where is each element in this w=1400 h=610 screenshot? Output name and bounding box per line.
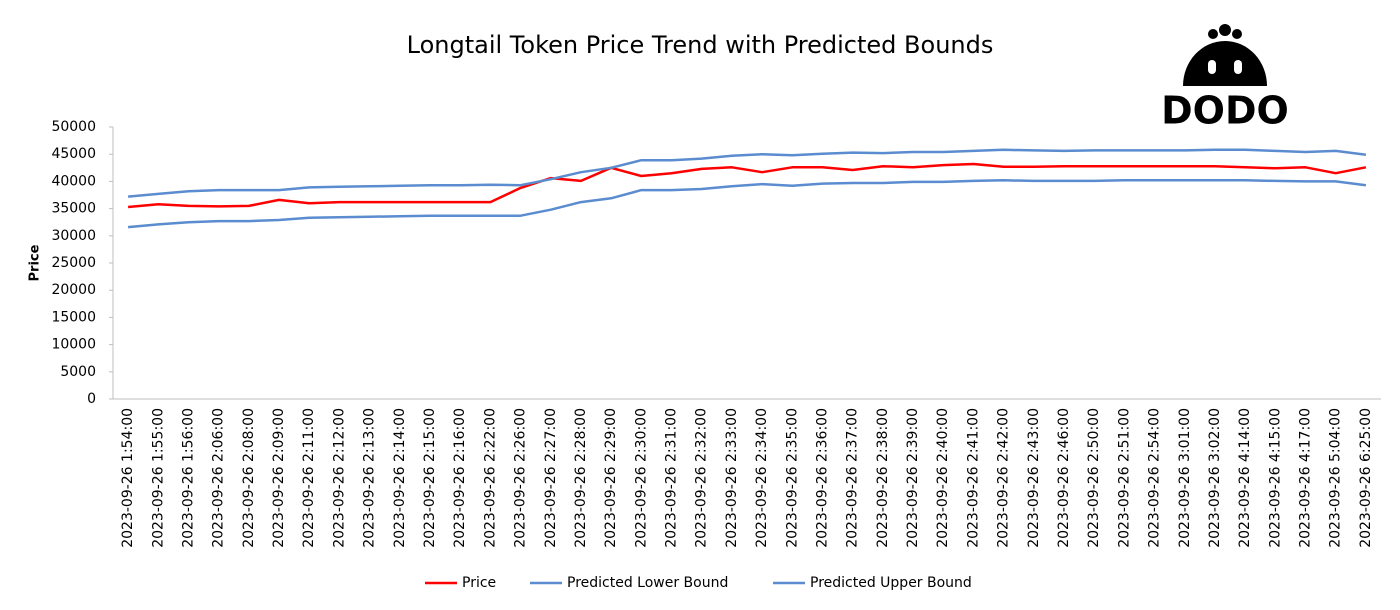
series-line <box>127 148 1367 198</box>
y-axis-label: Price <box>28 244 43 281</box>
series-line <box>127 179 1367 229</box>
y-tick-label: 50000 <box>51 119 96 135</box>
x-tick-label: 2023-09-26 2:14:00 <box>392 408 408 548</box>
legend-label: Predicted Lower Bound <box>567 575 728 591</box>
y-tick-label: 20000 <box>51 282 96 298</box>
y-tick-label: 5000 <box>60 364 96 380</box>
x-tick-label: 2023-09-26 2:27:00 <box>543 408 559 548</box>
x-tick-label: 2023-09-26 2:32:00 <box>694 408 710 548</box>
x-tick-label: 2023-09-26 2:41:00 <box>965 408 981 548</box>
x-tick-label: 2023-09-26 2:43:00 <box>1026 408 1042 548</box>
logo: DODO <box>1161 24 1289 133</box>
x-tick-label: 2023-09-26 3:01:00 <box>1177 408 1193 548</box>
x-tick-label: 2023-09-26 2:54:00 <box>1147 408 1163 548</box>
x-tick-label: 2023-09-26 2:36:00 <box>814 408 830 548</box>
x-tick-label: 2023-09-26 5:04:00 <box>1328 408 1344 548</box>
x-tick-label: 2023-09-26 2:38:00 <box>875 408 891 548</box>
legend-label: Predicted Upper Bound <box>810 575 972 591</box>
x-tick-label: 2023-09-26 2:13:00 <box>362 408 378 548</box>
x-tick-label: 2023-09-26 2:31:00 <box>664 408 680 548</box>
x-tick-label: 2023-09-26 2:50:00 <box>1086 408 1102 548</box>
x-tick-label: 2023-09-26 2:22:00 <box>482 408 498 548</box>
x-tick-label: 2023-09-26 2:29:00 <box>603 408 619 548</box>
x-tick-label: 2023-09-26 2:16:00 <box>452 408 468 548</box>
x-tick-label: 2023-09-26 2:37:00 <box>845 408 861 548</box>
series-line <box>127 162 1367 209</box>
y-tick-label: 15000 <box>51 309 96 325</box>
x-tick-label: 2023-09-26 1:56:00 <box>180 408 196 548</box>
logo-eye <box>1208 60 1216 74</box>
x-tick-label: 2023-09-26 1:55:00 <box>150 408 166 548</box>
legend-label: Price <box>462 575 496 591</box>
logo-icon <box>1183 41 1267 86</box>
chart-title: Longtail Token Price Trend with Predicte… <box>407 31 994 59</box>
x-tick-label: 2023-09-26 2:34:00 <box>754 408 770 548</box>
x-tick-label: 2023-09-26 2:40:00 <box>935 408 951 548</box>
logo-crest <box>1232 29 1242 39</box>
x-tick-label: 2023-09-26 2:08:00 <box>241 408 257 548</box>
y-tick-label: 30000 <box>51 228 96 244</box>
x-tick-label: 2023-09-26 2:09:00 <box>271 408 287 548</box>
x-tick-label: 2023-09-26 4:17:00 <box>1298 408 1314 548</box>
x-tick-label: 2023-09-26 2:30:00 <box>633 408 649 548</box>
logo-eye <box>1234 60 1242 74</box>
logo-crest <box>1219 24 1231 36</box>
x-tick-label: 2023-09-26 3:02:00 <box>1207 408 1223 548</box>
x-tick-label: 2023-09-26 2:15:00 <box>422 408 438 548</box>
logo-text: DODO <box>1161 89 1289 133</box>
y-tick-label: 25000 <box>51 255 96 271</box>
x-tick-label: 2023-09-26 4:15:00 <box>1267 408 1283 548</box>
x-tick-label: 2023-09-26 6:25:00 <box>1358 408 1374 548</box>
x-tick-label: 2023-09-26 2:51:00 <box>1116 408 1132 548</box>
x-tick-label: 2023-09-26 2:12:00 <box>331 408 347 548</box>
y-tick-label: 45000 <box>51 146 96 162</box>
x-tick-label: 2023-09-26 2:35:00 <box>784 408 800 548</box>
x-tick-label: 2023-09-26 2:06:00 <box>211 408 227 548</box>
x-tick-label: 2023-09-26 2:28:00 <box>573 408 589 548</box>
x-tick-label: 2023-09-26 2:46:00 <box>1056 408 1072 548</box>
x-tick-label: 2023-09-26 1:54:00 <box>120 408 136 548</box>
x-tick-label: 2023-09-26 2:39:00 <box>905 408 921 548</box>
y-tick-label: 10000 <box>51 337 96 353</box>
x-tick-label: 2023-09-26 2:33:00 <box>724 408 740 548</box>
logo-crest <box>1208 29 1218 39</box>
x-tick-label: 2023-09-26 2:26:00 <box>513 408 529 548</box>
x-tick-label: 2023-09-26 2:11:00 <box>301 408 317 548</box>
y-tick-label: 35000 <box>51 201 96 217</box>
y-tick-label: 0 <box>87 391 96 407</box>
x-tick-label: 2023-09-26 2:42:00 <box>996 408 1012 548</box>
y-tick-label: 40000 <box>51 173 96 189</box>
x-tick-label: 2023-09-26 4:14:00 <box>1237 408 1253 548</box>
